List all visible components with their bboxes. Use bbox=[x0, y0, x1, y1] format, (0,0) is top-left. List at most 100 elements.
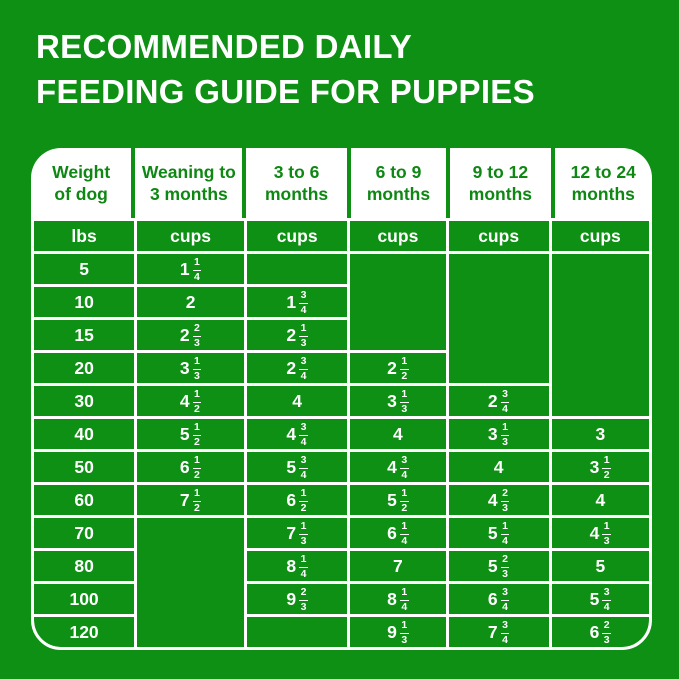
column-header: Weight of dog bbox=[31, 148, 132, 218]
cell-value-whole: 5 bbox=[589, 588, 600, 609]
fraction-numerator: 1 bbox=[500, 422, 510, 436]
cell-value-whole: 3 bbox=[487, 423, 498, 444]
column-header-line: 3 to 6 bbox=[273, 162, 320, 182]
fraction-denominator: 3 bbox=[603, 534, 610, 547]
cell-value-whole: 40 bbox=[74, 423, 94, 444]
table-cell: 5 bbox=[551, 551, 649, 581]
merged-empty-cell bbox=[137, 518, 245, 647]
fraction-denominator: 4 bbox=[300, 369, 307, 382]
table-cell: 2 bbox=[137, 287, 245, 317]
cell-value-whole: 2 bbox=[487, 390, 498, 411]
cell-value-whole: 6 bbox=[589, 621, 600, 642]
fraction-numerator: 3 bbox=[500, 389, 510, 403]
table-cell: 3 bbox=[551, 419, 649, 449]
fraction-denominator: 2 bbox=[194, 468, 200, 481]
cell-value-whole: 30 bbox=[74, 390, 94, 411]
fraction-denominator: 4 bbox=[194, 270, 200, 283]
column-header-line: months bbox=[366, 184, 431, 204]
fraction-denominator: 4 bbox=[502, 633, 508, 646]
fraction-numerator: 1 bbox=[192, 422, 202, 436]
fraction-numerator: 1 bbox=[192, 389, 202, 403]
unit-cell: cups bbox=[551, 221, 649, 251]
cell-value-whole: 8 bbox=[286, 555, 297, 576]
weight-cell: 80 bbox=[34, 551, 135, 581]
fraction-denominator: 4 bbox=[401, 534, 408, 547]
fraction-denominator: 3 bbox=[194, 336, 200, 349]
fraction-denominator: 2 bbox=[401, 369, 408, 382]
merged-empty-cell bbox=[350, 254, 446, 350]
table-cell bbox=[247, 254, 348, 284]
fraction-denominator: 4 bbox=[300, 468, 307, 481]
fraction-denominator: 2 bbox=[300, 501, 307, 514]
unit-cell: cups bbox=[350, 221, 446, 251]
fraction-denominator: 4 bbox=[300, 303, 307, 316]
fraction-denominator: 3 bbox=[300, 534, 307, 547]
cell-value-whole: 6 bbox=[387, 522, 397, 543]
fraction-numerator: 1 bbox=[500, 521, 510, 535]
cell-value-whole: 6 bbox=[179, 456, 190, 477]
cell-value-whole: 2 bbox=[185, 291, 196, 312]
fraction-denominator: 3 bbox=[300, 600, 307, 613]
cell-value-whole: 5 bbox=[595, 555, 606, 576]
cell-value-whole: 15 bbox=[74, 324, 94, 345]
cell-value-whole: 6 bbox=[487, 588, 498, 609]
unit-cell: cups bbox=[137, 221, 245, 251]
column-header-line: 9 to 12 bbox=[472, 162, 529, 182]
fraction-numerator: 1 bbox=[192, 488, 202, 502]
cell-value-whole: 6 bbox=[286, 489, 297, 510]
cell-value-whole: 4 bbox=[589, 522, 600, 543]
table-cell: 4 bbox=[247, 386, 348, 416]
column-header: 3 to 6 months bbox=[246, 148, 347, 218]
weight-cell: 120 bbox=[34, 617, 135, 647]
fraction-numerator: 1 bbox=[299, 521, 308, 535]
fraction-numerator: 2 bbox=[299, 587, 308, 601]
cell-value-whole: 10 bbox=[74, 291, 94, 312]
fraction-denominator: 3 bbox=[603, 633, 610, 646]
cell-value-whole: 7 bbox=[179, 489, 190, 510]
cell-value-whole: 7 bbox=[286, 522, 297, 543]
fraction-denominator: 4 bbox=[401, 600, 408, 613]
feeding-table: Weight of dog Weaning to 3 months 3 to 6 mont… bbox=[31, 148, 652, 650]
fraction-denominator: 4 bbox=[502, 600, 508, 613]
fraction-denominator: 4 bbox=[401, 468, 408, 481]
column-header-line: 3 months bbox=[149, 184, 228, 204]
fraction-denominator: 3 bbox=[300, 336, 307, 349]
column-header: 12 to 24 months bbox=[554, 148, 652, 218]
fraction-numerator: 2 bbox=[500, 554, 510, 568]
table-cell bbox=[247, 617, 348, 647]
cell-value-whole: 3 bbox=[589, 456, 600, 477]
fraction-numerator: 2 bbox=[500, 488, 510, 502]
fraction-numerator: 1 bbox=[602, 455, 612, 469]
fraction-denominator: 4 bbox=[603, 600, 610, 613]
weight-cell: 15 bbox=[34, 320, 135, 350]
fraction-numerator: 1 bbox=[399, 356, 409, 370]
column-header-line: Weaning to bbox=[141, 162, 236, 182]
fraction-numerator: 3 bbox=[602, 587, 612, 601]
cell-value-whole: cups bbox=[478, 225, 520, 246]
cell-value-whole: 7 bbox=[487, 621, 498, 642]
cell-value-whole: 60 bbox=[74, 489, 94, 510]
unit-cell: cups bbox=[448, 221, 549, 251]
